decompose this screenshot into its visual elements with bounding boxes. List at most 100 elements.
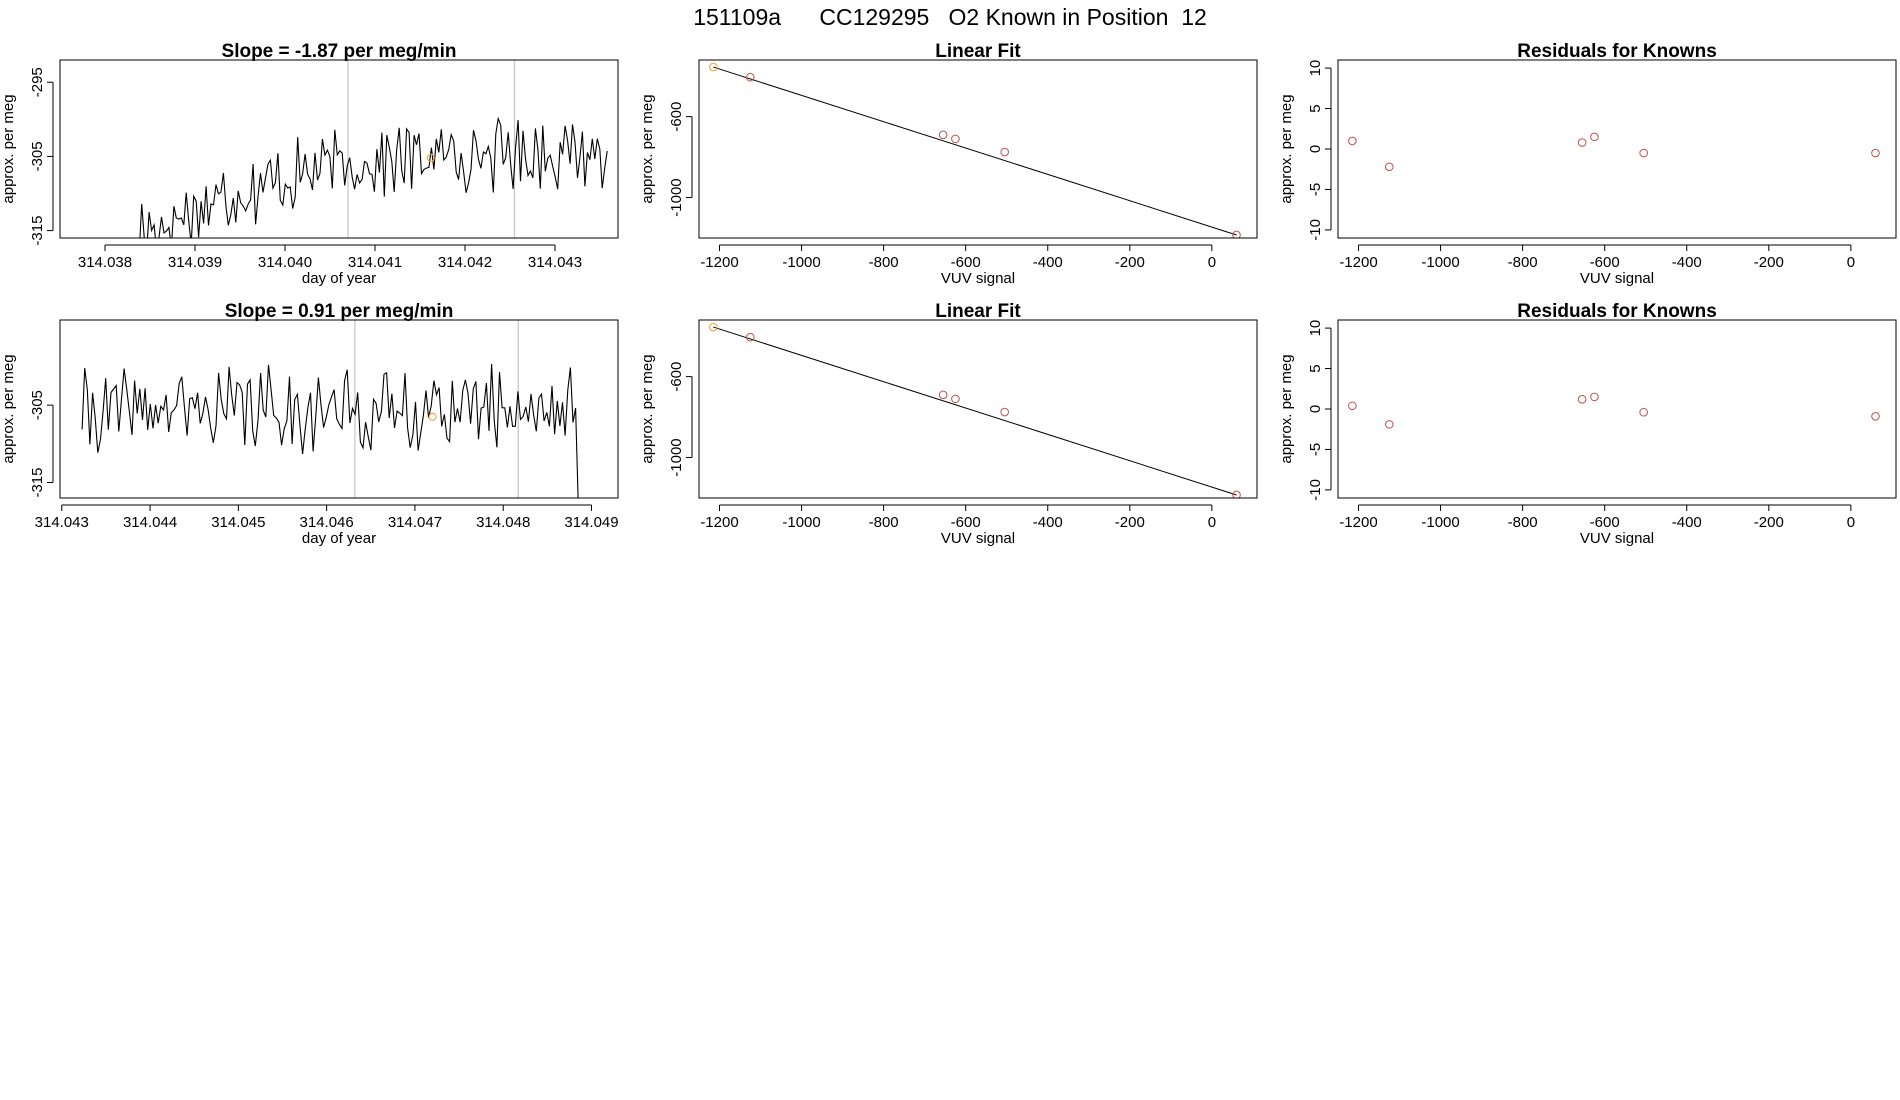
- x-tick-label: 314.039: [168, 254, 222, 271]
- x-tick-label: -800: [1508, 514, 1538, 531]
- plot-frame: [1337, 59, 1897, 239]
- y-axis: -315 -305: [29, 390, 54, 498]
- data-point: [1871, 148, 1880, 158]
- data-layer: [139, 60, 608, 238]
- x-axis: -1200 -1000 -800 -600 -400 -200 0: [700, 504, 1216, 531]
- x-tick-label: 314.046: [300, 514, 354, 531]
- data-point: [1232, 230, 1241, 238]
- y-axis-label: approx. per meg: [639, 94, 656, 203]
- y-axis: -1000 -600: [668, 362, 693, 477]
- x-axis: -1200 -1000 -800 -600 -400 -200 0: [700, 244, 1216, 271]
- x-tick-label: -1200: [700, 514, 738, 531]
- chart-title: Residuals for Knowns: [1517, 41, 1717, 62]
- y-tick-label: -10: [1307, 479, 1324, 501]
- x-tick-label: 314.043: [35, 514, 89, 531]
- chart-title: Linear Fit: [935, 41, 1021, 62]
- x-axis: -1200 -1000 -800 -600 -400 -200 0: [1339, 504, 1855, 531]
- x-tick-label: 314.044: [123, 514, 177, 531]
- x-axis-label: VUV signal: [941, 270, 1015, 287]
- plot-frame: [59, 59, 619, 239]
- data-point: [1639, 407, 1648, 417]
- data-point: [1577, 138, 1587, 147]
- y-tick-label: -295: [29, 67, 46, 97]
- y-tick-label: -1000: [668, 438, 685, 476]
- y-tick-label: -315: [29, 216, 46, 246]
- y-tick-label: -1000: [668, 178, 685, 216]
- data-point: [1348, 401, 1357, 411]
- x-tick-label: 314.047: [388, 514, 442, 531]
- x-tick-label: -400: [1672, 254, 1702, 271]
- x-tick-label: -600: [951, 514, 981, 531]
- y-axis-label: approx. per meg: [639, 354, 656, 463]
- chart-title: Residuals for Knowns: [1517, 301, 1717, 322]
- x-tick-label: -200: [1754, 514, 1784, 531]
- x-tick-label: -600: [1590, 514, 1620, 531]
- y-tick-label: 10: [1307, 60, 1324, 77]
- x-tick-label: 314.040: [258, 254, 312, 271]
- x-tick-label: -400: [1672, 514, 1702, 531]
- y-tick-label: -600: [668, 102, 685, 132]
- data-point: [745, 332, 755, 342]
- x-tick-label: 314.041: [348, 254, 402, 271]
- chart-panel-2: Linear Fit -1200 -1000 -800 -600 -400 -200 0 VUV…: [639, 41, 1258, 287]
- series-line: [139, 116, 608, 238]
- x-tick-label: -1200: [1339, 514, 1377, 531]
- x-tick-label: -1000: [1421, 254, 1459, 271]
- chart-title: Slope = 0.91 per meg/min: [225, 301, 454, 322]
- data-point: [1000, 147, 1009, 157]
- chart-panel-6: Residuals for Knowns -1200 -10 0 0 -800 -600 -4…: [1278, 301, 1897, 547]
- data-layer: [81, 320, 579, 498]
- data-point: [1590, 132, 1599, 142]
- chart-panel-5: Linear Fit -1200 -1000 -800 -600 -400 -200 0 VUV…: [639, 301, 1258, 547]
- y-tick-label: -5: [1307, 183, 1324, 196]
- y-tick-label: 10: [1307, 320, 1324, 337]
- x-tick-label: 314.049: [564, 514, 618, 531]
- x-tick-label: 314.038: [78, 254, 132, 271]
- y-tick-label: 0: [1307, 405, 1324, 413]
- series-line: [81, 363, 579, 498]
- data-layer: [1348, 392, 1880, 429]
- data-layer: [709, 322, 1241, 498]
- highlight-point: [428, 412, 437, 421]
- y-tick-label: 0: [1307, 145, 1324, 153]
- data-point: [1000, 407, 1009, 417]
- x-tick-label: -800: [869, 254, 899, 271]
- data-point: [1232, 490, 1241, 498]
- y-tick-label: -600: [668, 362, 685, 392]
- x-axis-label: VUV signal: [1580, 530, 1654, 547]
- x-tick-label: -200: [1754, 254, 1784, 271]
- x-axis: 314.043 314.044 314.045 314.046 314.047 314.0…: [35, 504, 619, 531]
- data-point: [1384, 420, 1394, 429]
- x-tick-label: -1200: [1339, 254, 1377, 271]
- x-tick-label: 0: [1847, 254, 1855, 271]
- x-tick-label: -200: [1115, 254, 1145, 271]
- data-point: [1871, 411, 1880, 421]
- data-layer: [1348, 132, 1880, 172]
- page-title: 151109a CC129295 O2 Known in Position 12: [693, 4, 1207, 30]
- x-axis: -1200 -1000 -800 -600 -400 -200 0: [1339, 244, 1855, 271]
- y-axis-label: approx. per meg: [0, 94, 17, 203]
- y-axis: -10 -5 0 5 10: [1307, 60, 1332, 241]
- x-tick-label: 314.045: [211, 514, 265, 531]
- x-tick-label: 314.042: [438, 254, 492, 271]
- data-point: [1384, 162, 1394, 172]
- y-tick-label: 5: [1307, 104, 1324, 112]
- x-tick-label: 0: [1847, 514, 1855, 531]
- y-tick-label: -315: [29, 468, 46, 498]
- plot-frame: [698, 319, 1258, 499]
- data-point: [1639, 148, 1648, 158]
- fit-line: [713, 326, 1237, 496]
- y-tick-label: -305: [29, 390, 46, 420]
- x-axis: 314.038 314.039 314.040 314.041 314.042 314.0…: [78, 244, 582, 271]
- data-point: [938, 130, 948, 140]
- x-tick-label: 0: [1208, 514, 1216, 531]
- data-point: [709, 322, 718, 332]
- data-point: [1348, 136, 1357, 146]
- fit-line: [713, 66, 1237, 236]
- plot-frame: [1337, 319, 1897, 499]
- x-tick-label: -600: [1590, 254, 1620, 271]
- highlight-point: [426, 153, 435, 162]
